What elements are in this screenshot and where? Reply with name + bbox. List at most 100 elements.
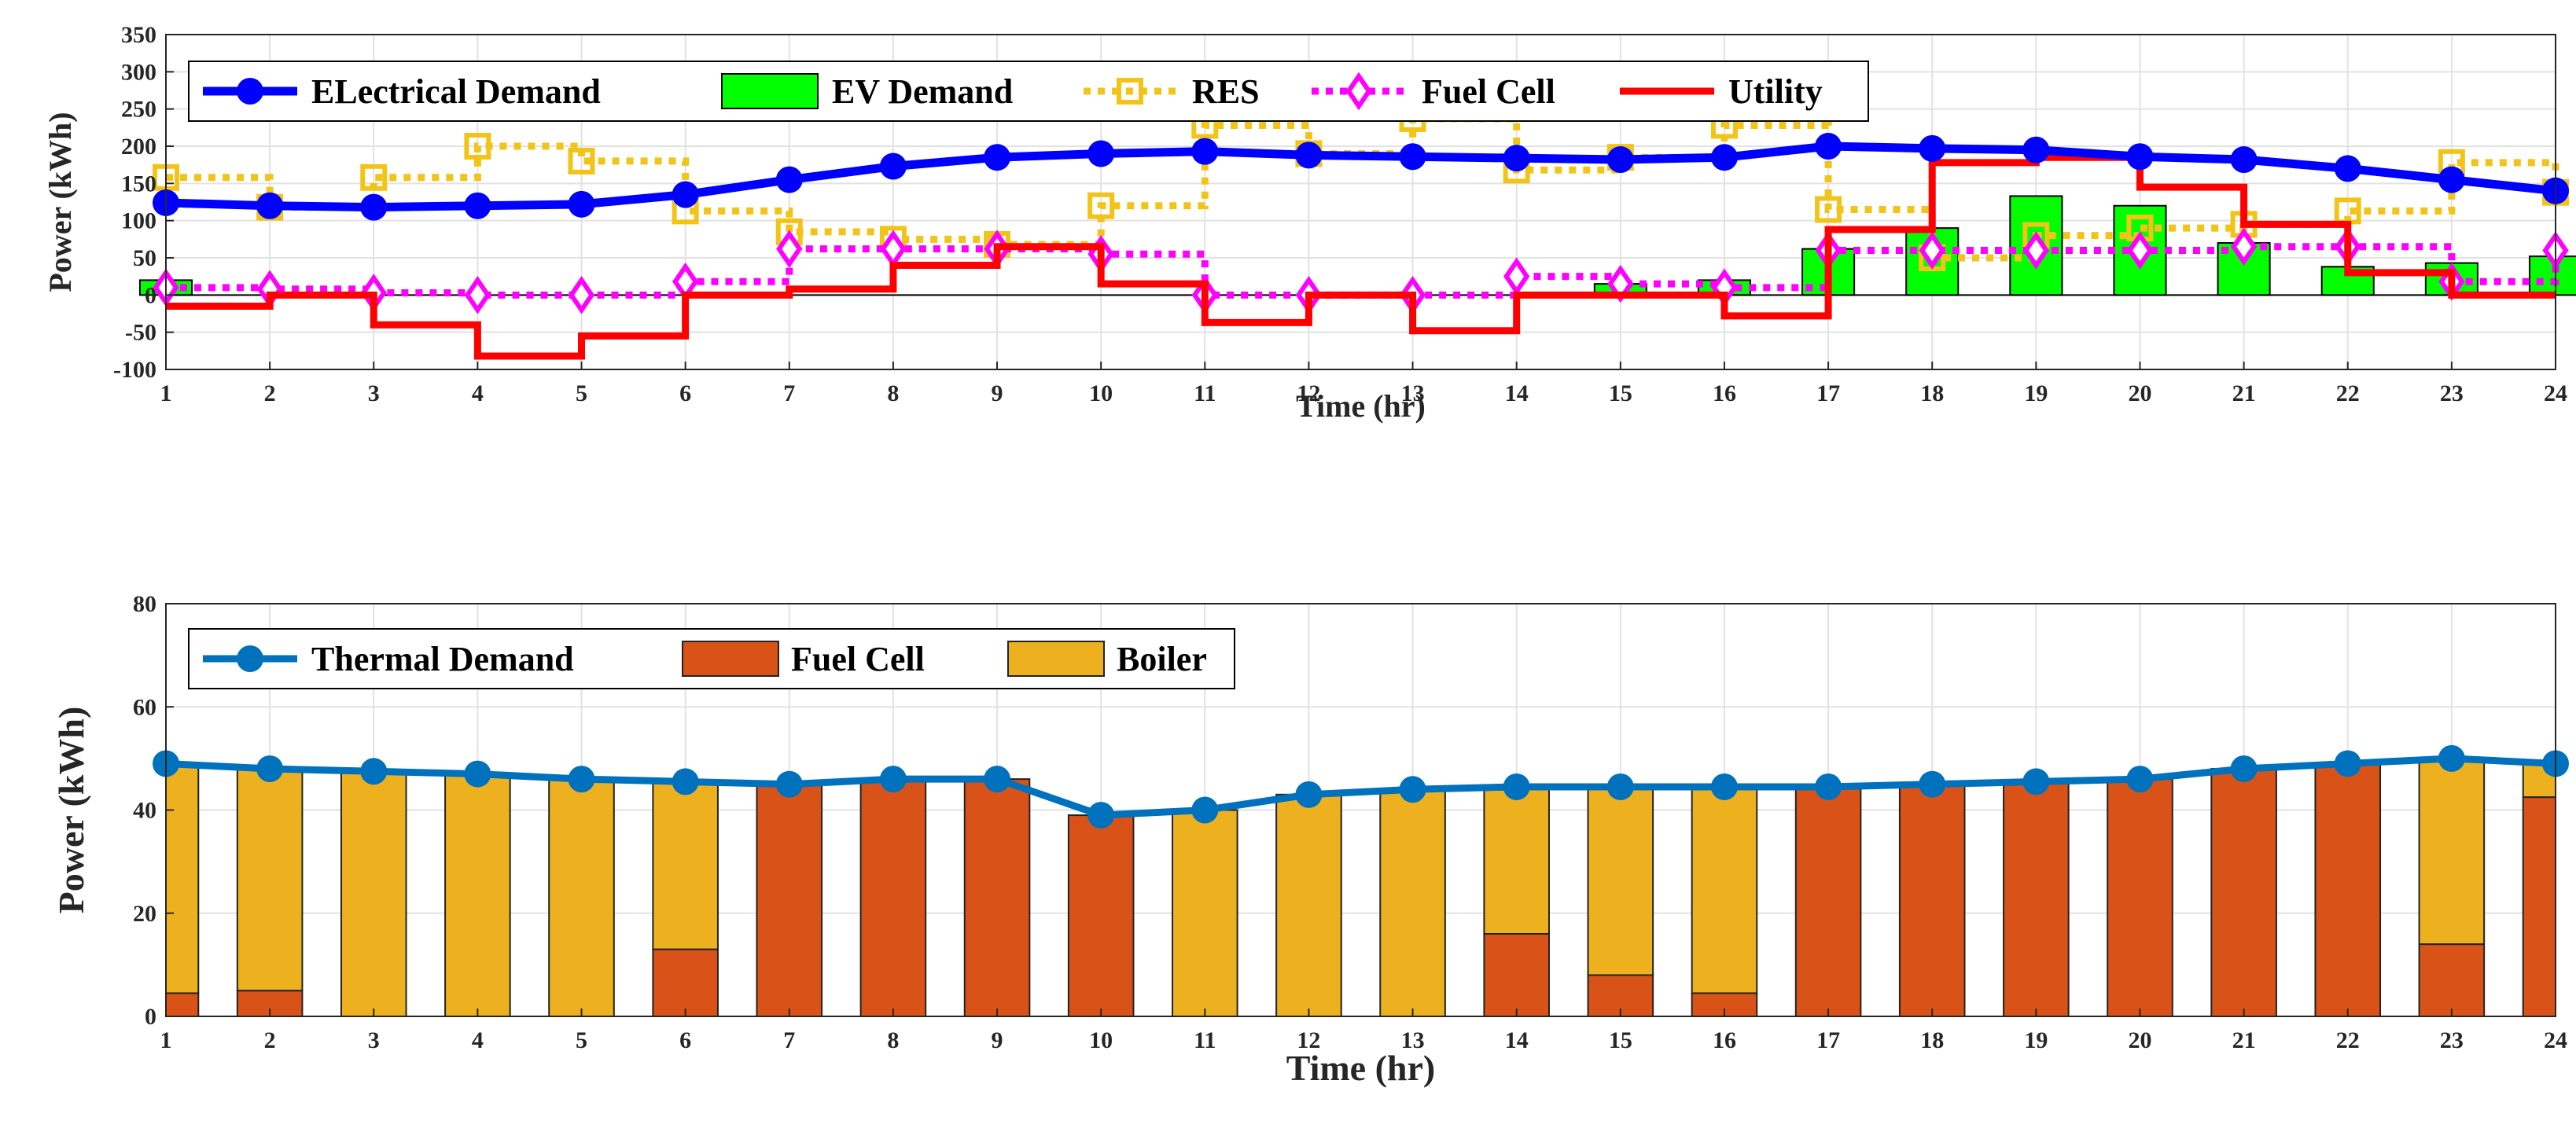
x-tick-label: 9 <box>992 380 1003 406</box>
electrical-demand-marker <box>568 190 595 218</box>
electrical-demand-marker <box>672 181 699 208</box>
x-tick-label: 13 <box>1401 1027 1425 1053</box>
legend-label-res: RES <box>1192 72 1260 111</box>
electrical-demand-marker <box>2230 146 2258 174</box>
electrical-demand-line <box>165 141 2556 212</box>
y-tick-label: 40 <box>133 798 156 824</box>
thermal-demand-marker <box>360 758 388 785</box>
fuel-cell-bar <box>652 948 719 1017</box>
boiler-bar <box>444 773 511 1017</box>
boiler-bar <box>1172 809 1238 1017</box>
res-step-line <box>166 115 2559 262</box>
boiler-bar <box>1483 785 1550 935</box>
x-tick-label: 21 <box>2232 380 2256 406</box>
thermal-demand-marker <box>2022 768 2050 795</box>
electrical-demand-marker <box>879 152 907 180</box>
y-tick-label: 0 <box>145 282 156 308</box>
x-tick-label: 10 <box>1089 1027 1113 1053</box>
electrical-demand-marker <box>1606 146 1634 174</box>
x-tick-label: 6 <box>679 1027 691 1053</box>
thermal-demand-marker <box>2230 755 2258 782</box>
y-tick-label: 20 <box>133 901 156 927</box>
fuel-cell-bar <box>2314 762 2382 1017</box>
y-axis: -100 -50 0 50 100 150 200 250 300 350 <box>113 22 174 383</box>
thermal-demand-marker <box>2126 766 2154 793</box>
electrical-demand-marker <box>1399 143 1426 171</box>
boiler-bar <box>548 778 615 1017</box>
y-tick-label: -50 <box>125 320 156 346</box>
x-tick-label: 17 <box>1816 380 1840 406</box>
legend-marker-thermal-demand <box>237 645 263 672</box>
y-tick-label: 300 <box>121 59 156 85</box>
electrical-demand-marker <box>1919 134 1946 162</box>
fuel-cell-marker <box>1919 231 1945 270</box>
fuel-cell-bar <box>963 778 1031 1017</box>
electrical-demand-marker <box>2334 155 2361 182</box>
x-axis-label: Time (hr) <box>1286 1048 1436 1088</box>
electrical-demand-marker <box>360 193 388 221</box>
x-tick-label: 5 <box>576 380 587 406</box>
x-axis: 1 2 3 4 5 6 7 8 9 10 11 12 13 14 15 16 17 18 19 20 21 22 23 24 <box>160 362 2567 406</box>
x-tick-label: 12 <box>1297 1027 1320 1053</box>
fuel-cell-bar <box>2210 768 2277 1017</box>
x-tick-label: 1 <box>160 1027 172 1053</box>
x-tick-label: 24 <box>2544 380 2567 406</box>
y-tick-label: 200 <box>121 134 156 160</box>
fuel-cell-marker <box>2230 227 2258 266</box>
x-tick-label: 8 <box>887 380 899 406</box>
ev-demand-bars <box>138 195 2576 296</box>
x-tick-label: 11 <box>1194 380 1216 406</box>
x-tick-label: 18 <box>1920 380 1944 406</box>
boiler-bar <box>1691 785 1758 994</box>
x-tick-label: 23 <box>2440 1027 2464 1053</box>
x-tick-label: 7 <box>783 1027 795 1053</box>
boiler-bar <box>1587 785 1654 976</box>
electrical-demand-marker <box>464 192 491 219</box>
x-tick-label: 3 <box>368 1027 380 1053</box>
chart-panel-1: ELectrical Demand EV Demand RES Fuel Cell Ut… <box>42 22 2576 424</box>
x-tick-label: 17 <box>1816 1027 1840 1053</box>
thermal-demand-markers <box>153 744 2569 829</box>
x-tick-label: 19 <box>2024 380 2048 406</box>
fuel-cell-bar <box>2522 796 2556 1017</box>
thermal-demand-marker <box>879 766 907 793</box>
y-tick-label: 80 <box>133 591 156 617</box>
legend-swatch-ev-demand <box>721 73 819 109</box>
fuel-cell-marker <box>776 230 803 268</box>
thermal-demand-marker <box>1191 796 1219 824</box>
thermal-demand-marker <box>672 768 699 795</box>
legend-label-electrical-demand: ELectrical Demand <box>311 72 601 111</box>
legend: ELectrical Demand EV Demand RES Fuel Cell Ut… <box>188 61 1869 122</box>
thermal-demand-marker <box>464 760 491 788</box>
y-tick-label: -100 <box>113 357 156 383</box>
fuel-cell-bar <box>165 992 200 1017</box>
y-tick-label: 250 <box>121 97 156 123</box>
legend-label-boiler: Boiler <box>1117 640 1207 678</box>
fuel-cell-marker <box>2126 231 2154 270</box>
fuel-cell-bar <box>1898 783 1966 1017</box>
electrical-demand-marker <box>2022 136 2050 164</box>
x-tick-label: 14 <box>1505 1027 1529 1053</box>
fuel-cell-bar <box>2107 778 2173 1017</box>
electrical-demand-marker <box>1710 144 1738 171</box>
x-tick-label: 22 <box>2336 380 2360 406</box>
x-tick-label: 2 <box>264 380 276 406</box>
plot-frame <box>165 34 2556 370</box>
x-tick-label: 21 <box>2232 1027 2256 1053</box>
x-tick-label: 23 <box>2440 380 2464 406</box>
fuel-cell-marker <box>464 276 491 314</box>
x-tick-label: 15 <box>1609 1027 1632 1053</box>
legend-marker-fuel-cell <box>1345 72 1372 111</box>
x-tick-label: 8 <box>887 1027 899 1053</box>
thermal-demand-marker <box>984 766 1011 793</box>
y-tick-label: 60 <box>133 694 156 720</box>
x-tick-label: 1 <box>160 380 172 406</box>
utility-step-line <box>166 153 2556 360</box>
x-tick-label: 24 <box>2544 1027 2567 1053</box>
y-axis: 0 20 40 60 80 <box>133 591 174 1030</box>
thermal-demand-marker <box>2438 744 2465 772</box>
fuel-cell-marker <box>568 276 595 314</box>
